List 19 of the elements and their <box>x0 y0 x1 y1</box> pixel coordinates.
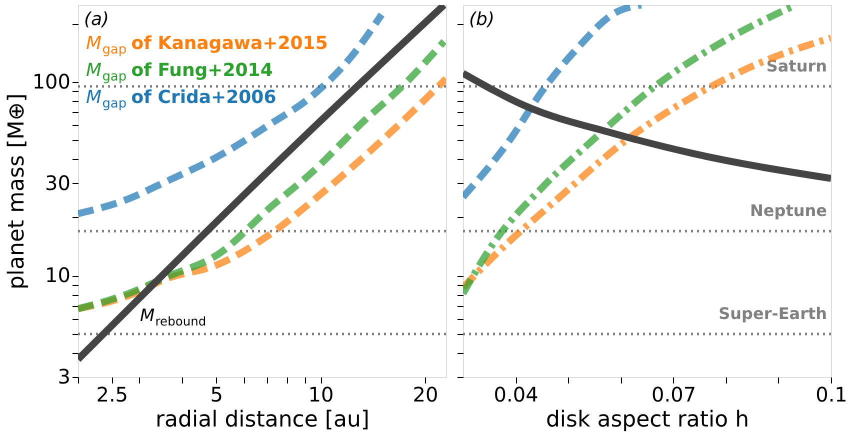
annotation: (b) <box>469 9 494 30</box>
x-tick-label: 0.1 <box>816 382 848 406</box>
y-axis-title: planet mass [M⊕] <box>4 93 30 290</box>
x-tick-label: 0.04 <box>494 382 538 406</box>
ref-line-label: Super-Earth <box>718 304 827 324</box>
x-axis-title: radial distance [au] <box>156 408 370 432</box>
y-tick-label: 3 <box>58 364 70 388</box>
ref-line-label: Saturn <box>766 56 827 76</box>
y-tick-label: 10 <box>45 263 70 288</box>
ref-line-label: Neptune <box>750 201 828 220</box>
x-tick-label: 2.5 <box>96 382 128 406</box>
y-tick-label: 100 <box>32 70 70 94</box>
x-tick-label: 20 <box>412 382 438 406</box>
x-tick-label: 0.07 <box>652 382 696 406</box>
x-tick-label: 10 <box>308 382 334 406</box>
annotation: (a) <box>84 9 110 30</box>
x-tick-label: 5 <box>210 382 223 406</box>
y-tick-label: 30 <box>45 170 70 195</box>
x-axis-title: disk aspect ratio h <box>546 408 750 432</box>
